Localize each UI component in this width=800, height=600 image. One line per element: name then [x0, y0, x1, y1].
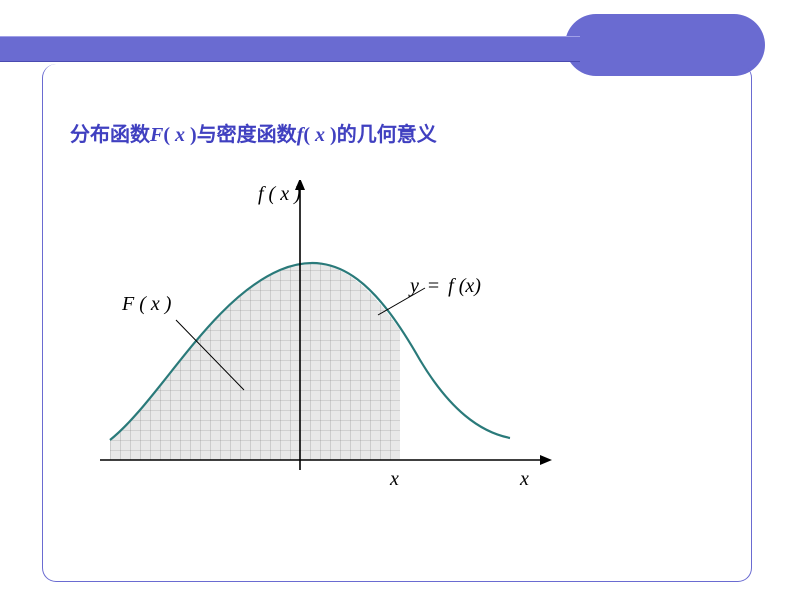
- curve-equation-label: y = f (x): [410, 275, 481, 298]
- title-text-2: 与密度函数: [197, 124, 297, 146]
- title-x1: x: [170, 124, 190, 146]
- x-tick-label: x: [390, 468, 399, 491]
- title-rp1: ): [190, 124, 197, 146]
- header-bar: [0, 36, 580, 62]
- title-x2: x: [310, 124, 330, 146]
- x-axis-label: x: [520, 468, 529, 491]
- y-axis-label: f ( x ): [258, 183, 301, 206]
- title-rp2: ): [330, 124, 337, 146]
- slide-title: 分布函数F( x )与密度函数f( x )的几何意义: [70, 118, 437, 147]
- title-text-1: 分布函数: [70, 124, 150, 146]
- F-label: F ( x ): [122, 293, 171, 316]
- density-chart: f ( x ) y = f (x) F ( x ) x x: [80, 180, 600, 520]
- title-F: F: [150, 124, 163, 146]
- title-lp1: (: [163, 124, 170, 146]
- title-text-3: 的几何意义: [337, 124, 437, 146]
